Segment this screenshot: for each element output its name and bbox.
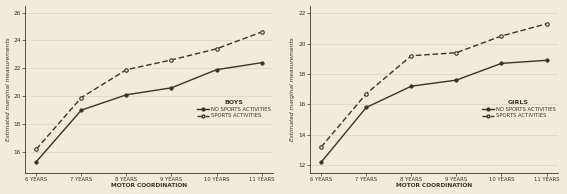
X-axis label: MOTOR COORDINATION: MOTOR COORDINATION (111, 184, 187, 188)
X-axis label: MOTOR COORDINATION: MOTOR COORDINATION (396, 184, 472, 188)
Y-axis label: Estimated marginal measurements: Estimated marginal measurements (6, 37, 11, 141)
Legend: NO SPORTS ACTIVITIES, SPORTS ACTIVITIES: NO SPORTS ACTIVITIES, SPORTS ACTIVITIES (480, 98, 557, 120)
Legend: NO SPORTS ACTIVITIES, SPORTS ACTIVITIES: NO SPORTS ACTIVITIES, SPORTS ACTIVITIES (195, 98, 273, 120)
Y-axis label: Estimated marginal measurements: Estimated marginal measurements (290, 37, 295, 141)
